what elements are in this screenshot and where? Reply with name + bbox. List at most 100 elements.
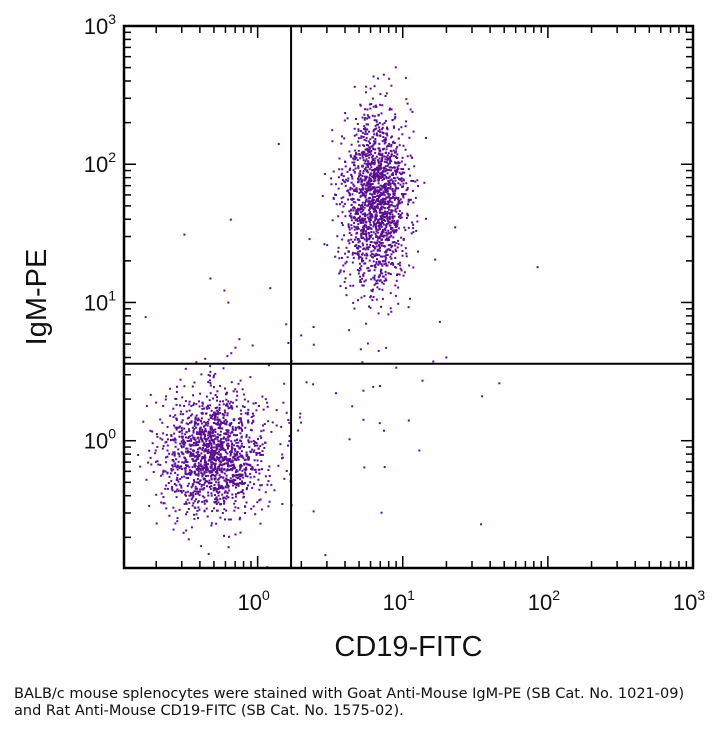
event-dot (236, 394, 239, 397)
event-dot (240, 482, 243, 485)
event-dot (258, 472, 261, 475)
event-dot (201, 495, 204, 498)
event-dot (372, 130, 375, 133)
event-dot (370, 103, 373, 105)
event-dot (261, 468, 263, 471)
event-dot (231, 401, 234, 404)
event-dot (196, 437, 199, 440)
event-dot (365, 252, 368, 255)
event-dot (200, 459, 203, 462)
event-dot (175, 397, 178, 400)
event-dot (361, 361, 364, 364)
event-dot (372, 143, 375, 146)
event-dot (389, 292, 392, 295)
event-dot (395, 173, 397, 176)
event-dot (347, 191, 350, 194)
event-dot (386, 218, 389, 221)
event-dot (219, 427, 222, 430)
event-dot (378, 274, 381, 277)
event-dot (364, 262, 367, 265)
event-dot (179, 404, 182, 407)
event-dot (203, 420, 206, 423)
x-tick-exponent: 0 (262, 587, 270, 603)
event-dot (185, 410, 188, 413)
event-dot (175, 428, 178, 431)
event-dot (392, 140, 395, 143)
event-dot (238, 427, 241, 430)
event-dot (348, 231, 351, 234)
event-dot (191, 496, 194, 499)
event-dot (360, 236, 363, 239)
event-dot (207, 430, 210, 433)
event-dot (378, 168, 381, 171)
event-dot (407, 200, 410, 203)
event-dot (390, 221, 393, 224)
event-dot (230, 440, 233, 443)
event-dot (200, 422, 203, 425)
event-dot (188, 443, 191, 446)
event-dot (385, 264, 388, 267)
event-dot (244, 471, 247, 474)
event-dot (245, 466, 247, 469)
event-dot (386, 207, 389, 209)
event-dot (373, 222, 376, 225)
event-dot (369, 296, 372, 299)
event-dot (189, 473, 192, 476)
event-dot (170, 439, 172, 442)
event-dot (225, 429, 228, 432)
event-dot (182, 489, 185, 492)
event-dot (364, 117, 367, 119)
event-dot (371, 186, 374, 189)
event-dot (338, 168, 341, 171)
event-dot (377, 164, 380, 167)
event-dot (377, 186, 380, 189)
event-dot (312, 383, 315, 386)
event-dot (163, 502, 166, 505)
event-dot (234, 471, 237, 474)
event-dot (195, 513, 198, 516)
event-dot (361, 277, 364, 280)
event-dot (373, 128, 375, 131)
event-dot (348, 169, 351, 171)
event-dot (390, 246, 393, 249)
event-dot (257, 478, 260, 481)
event-dot (366, 187, 369, 190)
event-dot (354, 219, 357, 222)
event-dot (358, 255, 361, 258)
event-dot (219, 424, 221, 427)
event-dot (145, 405, 148, 408)
event-dot (255, 471, 258, 474)
event-dot (207, 459, 210, 462)
event-dot (207, 442, 210, 445)
event-dot (354, 236, 357, 239)
event-dot (407, 214, 409, 217)
event-dot (387, 158, 389, 160)
event-dot (353, 228, 356, 231)
event-dot (206, 424, 209, 427)
event-dot (242, 393, 245, 396)
event-dot (385, 279, 388, 282)
event-dot (173, 483, 176, 485)
event-dot (352, 157, 355, 160)
event-dot (360, 218, 363, 221)
event-dot (409, 108, 412, 111)
event-dot (357, 128, 360, 131)
event-dot (350, 227, 353, 230)
event-dot (183, 475, 186, 478)
event-dot (261, 395, 264, 398)
event-dot (180, 486, 183, 489)
event-dot (399, 213, 402, 216)
event-dot (366, 342, 369, 345)
event-dot (215, 481, 218, 484)
event-dot (392, 236, 395, 239)
event-dot (363, 238, 366, 241)
event-dot (356, 159, 359, 161)
event-dot (170, 434, 173, 437)
event-dot (299, 412, 302, 415)
event-dot (190, 439, 193, 442)
event-dot (224, 387, 226, 390)
event-dot (207, 482, 210, 484)
event-dot (351, 405, 354, 408)
event-dot (399, 178, 402, 181)
event-dot (362, 156, 365, 159)
